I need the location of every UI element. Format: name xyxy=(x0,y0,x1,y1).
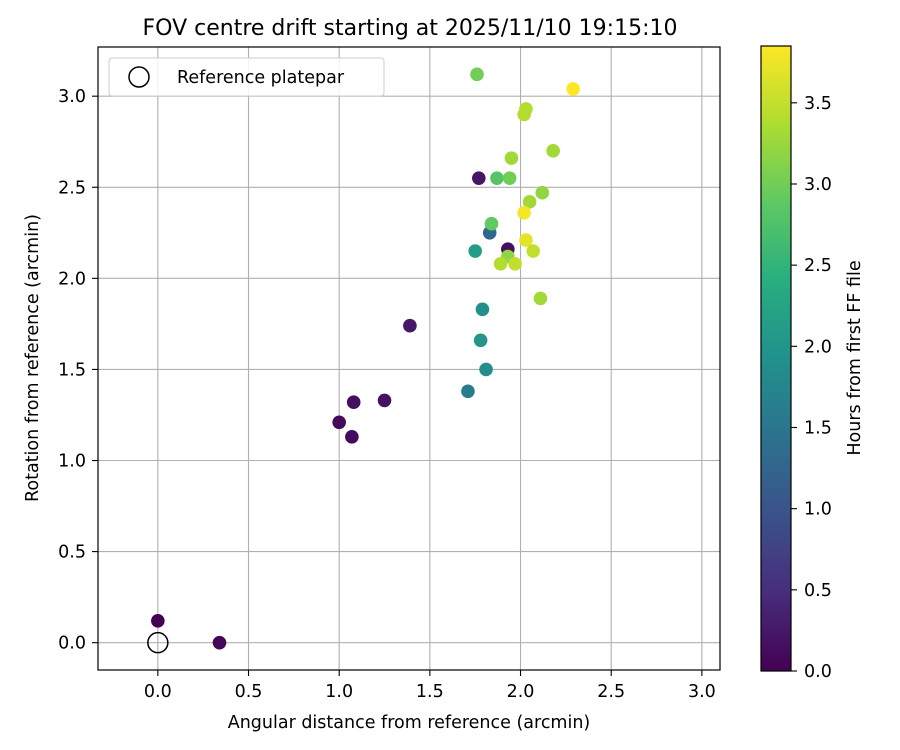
data-point xyxy=(533,291,548,306)
y-axis-label: Rotation from reference (arcmin) xyxy=(23,214,43,502)
x-axis-ticks: 0.0 0.5 1.0 1.5 2.0 2.5 3.0 xyxy=(144,670,716,702)
legend-reference-marker xyxy=(128,66,150,88)
colorbar-tick-label: 0.5 xyxy=(804,581,832,601)
data-point xyxy=(332,415,346,430)
data-point xyxy=(504,151,519,165)
reference-layer xyxy=(147,631,169,654)
data-point xyxy=(546,144,560,158)
data-point xyxy=(345,430,359,444)
colorbar-gradient xyxy=(760,45,792,672)
y-tick-label: 1.0 xyxy=(58,452,86,472)
x-tick-label: 1.0 xyxy=(325,682,353,702)
colorbar-tick-label: 0.0 xyxy=(804,662,832,682)
x-tick-label: 2.5 xyxy=(597,682,625,702)
y-tick-label: 2.0 xyxy=(58,269,86,289)
x-tick-label: 3.0 xyxy=(688,682,716,702)
data-point xyxy=(522,195,537,209)
data-point xyxy=(461,384,475,399)
data-point xyxy=(151,614,165,628)
data-point xyxy=(470,67,484,82)
y-tick-label: 0.5 xyxy=(58,543,86,563)
data-point xyxy=(493,256,508,271)
data-point xyxy=(535,185,550,200)
data-point xyxy=(346,395,361,410)
chart-title: FOV centre drift starting at 2025/11/10 … xyxy=(143,16,678,41)
colorbar-tick-label: 2.0 xyxy=(804,337,832,357)
data-point xyxy=(517,205,531,220)
data-point xyxy=(212,635,227,650)
legend-box xyxy=(108,57,385,97)
grid-lines xyxy=(98,47,720,670)
reference-platepar-marker xyxy=(147,631,169,654)
data-point xyxy=(566,82,580,96)
colorbar: 0.0 0.5 1.0 1.5 2.0 2.5 3.0 3.5 Hours from firs… xyxy=(760,45,865,682)
data-point xyxy=(508,256,522,271)
data-points xyxy=(151,67,580,650)
colorbar-tick-label: 1.0 xyxy=(804,500,832,520)
legend: Reference platepar xyxy=(108,57,385,97)
y-tick-label: 0.0 xyxy=(58,634,86,654)
data-point xyxy=(490,171,504,185)
data-point xyxy=(403,318,417,333)
x-tick-label: 0.5 xyxy=(235,682,263,702)
data-point xyxy=(468,244,482,258)
colorbar-tick-label: 3.5 xyxy=(804,94,832,114)
y-tick-label: 1.5 xyxy=(58,360,86,380)
data-point xyxy=(519,233,533,247)
x-tick-label: 0.0 xyxy=(144,682,172,702)
x-axis-label: Angular distance from reference (arcmin) xyxy=(228,713,591,733)
data-point xyxy=(526,244,541,258)
colorbar-label: Hours from first FF file xyxy=(845,260,865,455)
colorbar-tick-label: 3.0 xyxy=(804,175,832,195)
plot-frame xyxy=(97,46,721,671)
data-point xyxy=(484,216,499,231)
legend-reference-label: Reference platepar xyxy=(177,68,345,88)
data-point xyxy=(502,171,517,185)
x-tick-label: 1.5 xyxy=(416,682,444,702)
data-point xyxy=(479,362,493,377)
data-point xyxy=(475,302,490,317)
data-point xyxy=(473,333,488,348)
x-tick-label: 2.0 xyxy=(507,682,535,702)
y-tick-label: 3.0 xyxy=(58,87,86,107)
colorbar-tick-label: 2.5 xyxy=(804,256,832,276)
data-point xyxy=(377,393,392,408)
colorbar-tick-label: 1.5 xyxy=(804,418,832,438)
y-axis-ticks: 0.0 0.5 1.0 1.5 2.0 2.5 3.0 xyxy=(58,87,98,654)
y-tick-label: 2.5 xyxy=(58,178,86,198)
data-point xyxy=(519,102,533,116)
colorbar-ticks: 0.0 0.5 1.0 1.5 2.0 2.5 3.0 3.5 xyxy=(791,94,832,682)
data-point xyxy=(472,171,486,185)
